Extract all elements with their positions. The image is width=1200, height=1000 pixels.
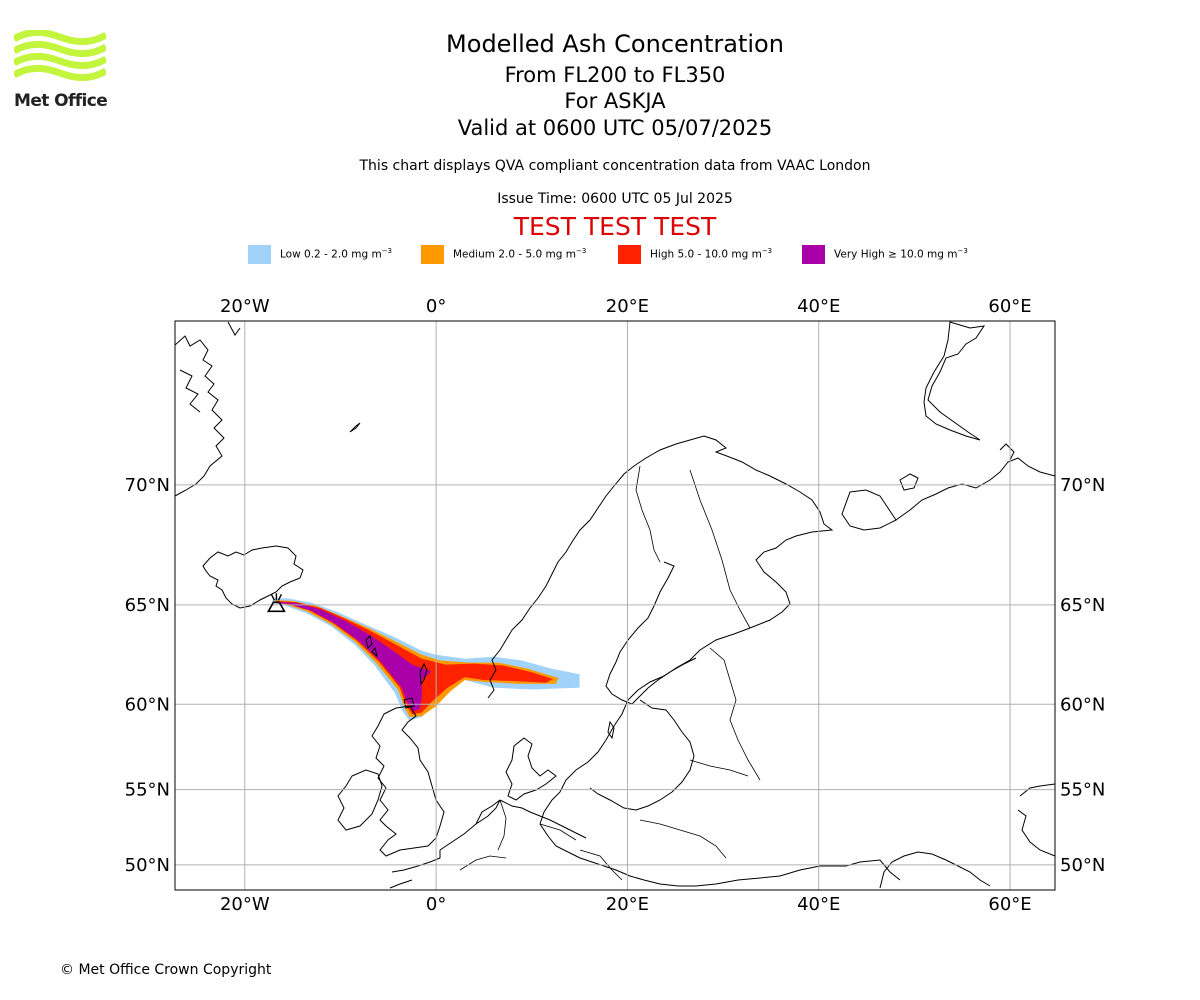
volcano-marker <box>267 593 286 613</box>
map-background <box>175 321 1055 890</box>
test-banner: TEST TEST TEST <box>513 212 717 241</box>
ireland-coastline <box>337 769 383 831</box>
france-coast <box>389 850 441 889</box>
lon-tick-label-bottom: 0° <box>426 894 446 915</box>
logo-wave <box>14 30 106 46</box>
novaya-zemlya <box>923 321 986 441</box>
ash-very-high-area <box>276 601 432 712</box>
legend-label-high: High 5.0 - 10.0 mg m−3 <box>650 247 773 261</box>
legend-item-low: Low 0.2 - 2.0 mg m−3 <box>248 244 392 264</box>
greenland-fjord <box>227 321 241 336</box>
lat-tick-label-left: 70°N <box>125 475 170 496</box>
volcano-name: For ASKJA <box>564 89 666 113</box>
lon-tick-label-bottom: 20°W <box>220 894 270 915</box>
lat-tick-label-right: 50°N <box>1060 855 1105 876</box>
lat-tick-label-left: 50°N <box>125 855 170 876</box>
lat-tick-label-right: 60°N <box>1060 694 1105 715</box>
lat-tick-label-right: 65°N <box>1060 595 1105 616</box>
lat-tick-label-right: 55°N <box>1060 780 1105 801</box>
lon-tick-label-bottom: 40°E <box>797 894 840 915</box>
greenland-fjord <box>179 369 201 413</box>
east-coastline <box>1017 783 1055 857</box>
continental-coast <box>499 799 587 839</box>
lon-tick-label-top: 60°E <box>988 296 1031 317</box>
lon-tick-label-top: 0° <box>426 296 446 317</box>
barents-coast <box>841 489 897 531</box>
legend-label-medium: Medium 2.0 - 5.0 mg m−3 <box>453 247 587 261</box>
orkney-islands <box>403 697 415 709</box>
graticule <box>175 321 1055 890</box>
legend-swatch-medium <box>421 244 444 264</box>
legend-swatch-very-high <box>802 244 825 264</box>
ash-plume <box>271 598 580 721</box>
legend-item-high: High 5.0 - 10.0 mg m−3 <box>618 244 772 264</box>
great-britain-coastline <box>371 705 445 857</box>
legend-label-low: Low 0.2 - 2.0 mg m−3 <box>280 247 393 261</box>
jan-mayen <box>349 422 361 433</box>
legend-swatch-high <box>618 244 641 264</box>
logo-wave <box>14 40 106 58</box>
shetland-islands <box>419 662 428 686</box>
lon-tick-label-top: 40°E <box>797 296 840 317</box>
legend-label-very-high: Very High ≥ 10.0 mg m−3 <box>834 247 968 261</box>
legend-swatch-low <box>248 244 271 264</box>
chart-title: Modelled Ash Concentration <box>446 30 784 58</box>
lon-tick-label-top: 20°E <box>606 296 649 317</box>
lon-tick-label-bottom: 60°E <box>988 894 1031 915</box>
lat-tick-label-left: 65°N <box>125 595 170 616</box>
country-borders <box>459 465 761 881</box>
denmark-coastline <box>505 737 557 801</box>
map-frame <box>174 320 1056 891</box>
lon-tick-label-top: 20°W <box>220 296 270 317</box>
met-office-logo: Met Office <box>14 30 108 112</box>
chart-description: This chart displays QVA compliant concen… <box>359 158 871 174</box>
issue-time: Issue Time: 0600 UTC 05 Jul 2025 <box>497 191 733 207</box>
kolguev-island <box>899 473 919 491</box>
faroe-islands <box>365 635 378 658</box>
flight-level-range: From FL200 to FL350 <box>504 63 726 87</box>
legend-item-very-high: Very High ≥ 10.0 mg m−3 <box>802 244 968 264</box>
iceland-coastline <box>202 545 304 609</box>
lat-tick-label-left: 55°N <box>125 780 170 801</box>
gotland <box>607 720 615 740</box>
logo-text: Met Office <box>14 91 108 111</box>
scandinavia-coastline <box>487 435 901 887</box>
lat-tick-label-right: 70°N <box>1060 475 1105 496</box>
legend-item-medium: Medium 2.0 - 5.0 mg m−3 <box>421 244 586 264</box>
logo-wave <box>14 64 106 82</box>
baltic-coast <box>589 699 695 811</box>
lon-tick-label-bottom: 20°E <box>606 894 649 915</box>
axis-labels: 20°W 20°W 0° 0° 20°E 20°E 40°E 40°E 60°E 60°E 50°N… <box>125 296 1106 915</box>
volcano-icon <box>267 593 286 613</box>
met-office-waves-icon <box>14 30 106 82</box>
greenland-coastline <box>175 335 225 497</box>
lat-tick-label-left: 60°N <box>125 694 170 715</box>
netherlands-coast <box>439 799 501 851</box>
valid-time: Valid at 0600 UTC 05/07/2025 <box>457 116 773 140</box>
gulf-of-bothnia <box>605 561 697 705</box>
logo-wave <box>14 52 106 70</box>
coastlines <box>175 321 1055 889</box>
copyright-notice: © Met Office Crown Copyright <box>60 962 272 978</box>
